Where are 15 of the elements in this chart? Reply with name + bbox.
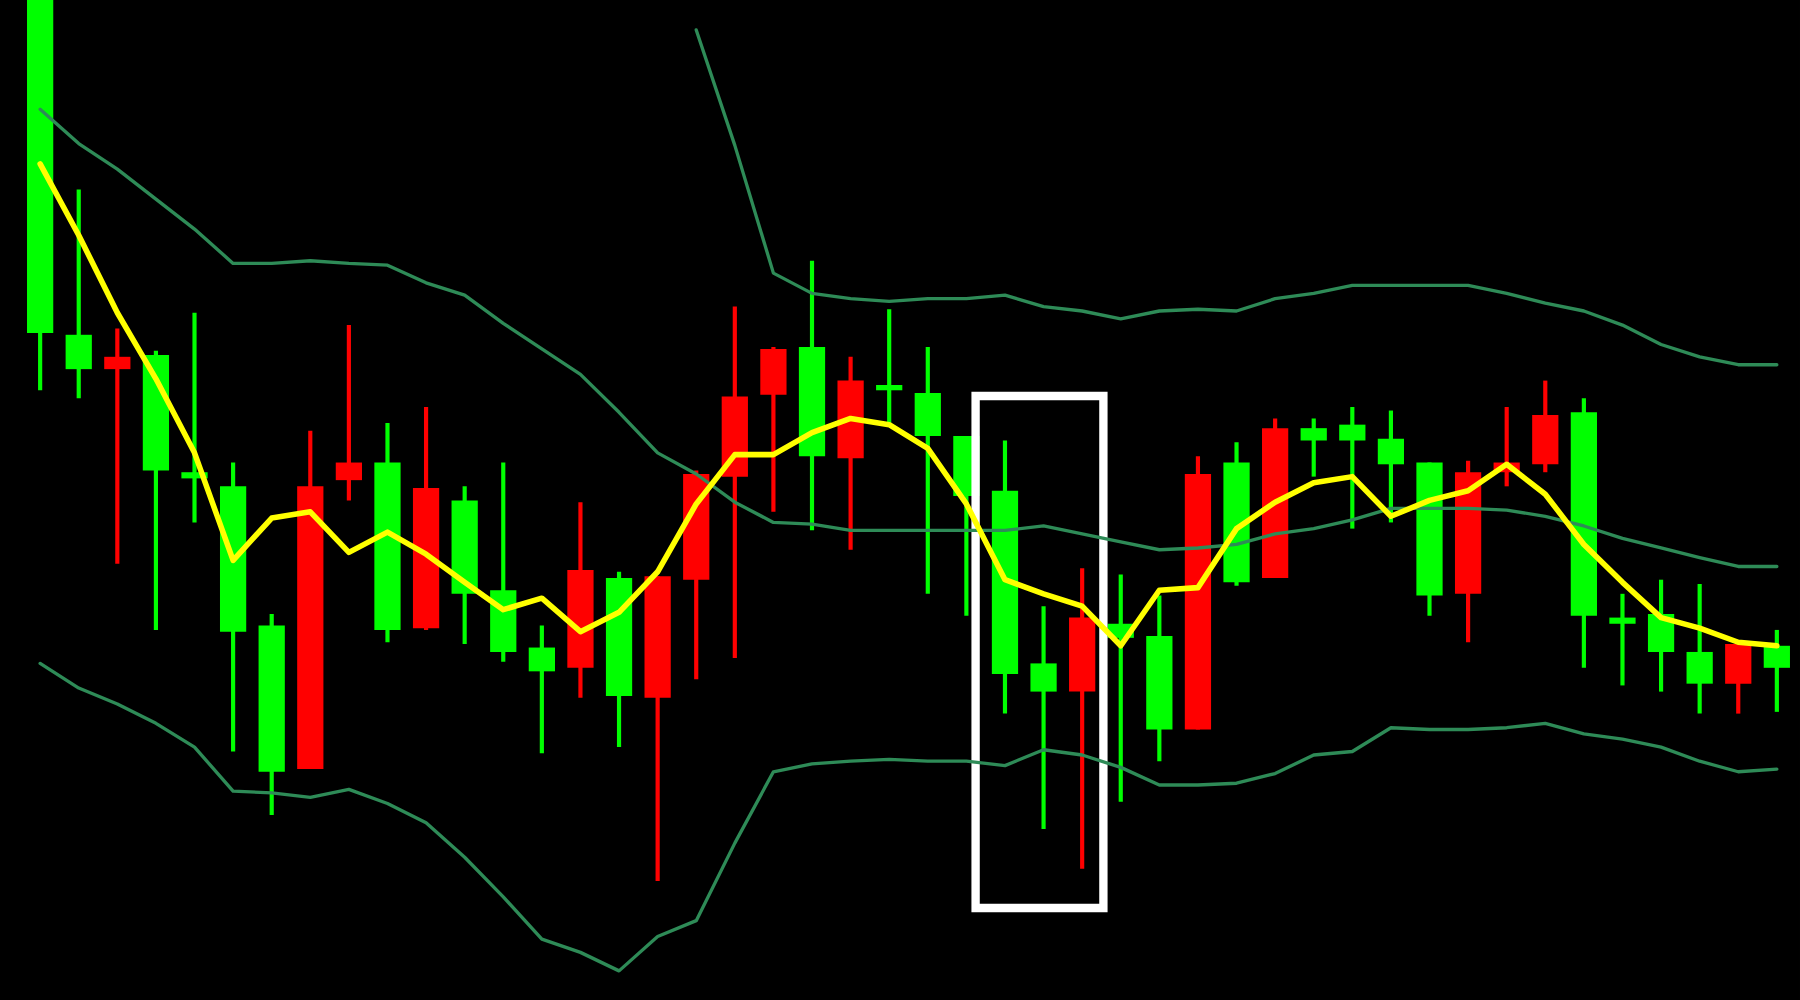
candlestick	[104, 326, 131, 566]
candlestick	[1300, 416, 1327, 479]
candlestick	[528, 623, 555, 756]
candlestick	[1725, 641, 1752, 716]
candlestick	[335, 323, 363, 503]
candlestick	[914, 345, 941, 596]
candlestick	[1609, 591, 1636, 688]
candlestick	[1763, 627, 1790, 714]
candlestick	[1377, 408, 1405, 525]
candlestick	[1030, 604, 1057, 832]
candlestick	[1686, 582, 1713, 716]
candlestick	[876, 307, 903, 425]
candlestick	[1339, 404, 1366, 531]
candlestick	[760, 345, 787, 514]
candlestick	[65, 187, 92, 401]
